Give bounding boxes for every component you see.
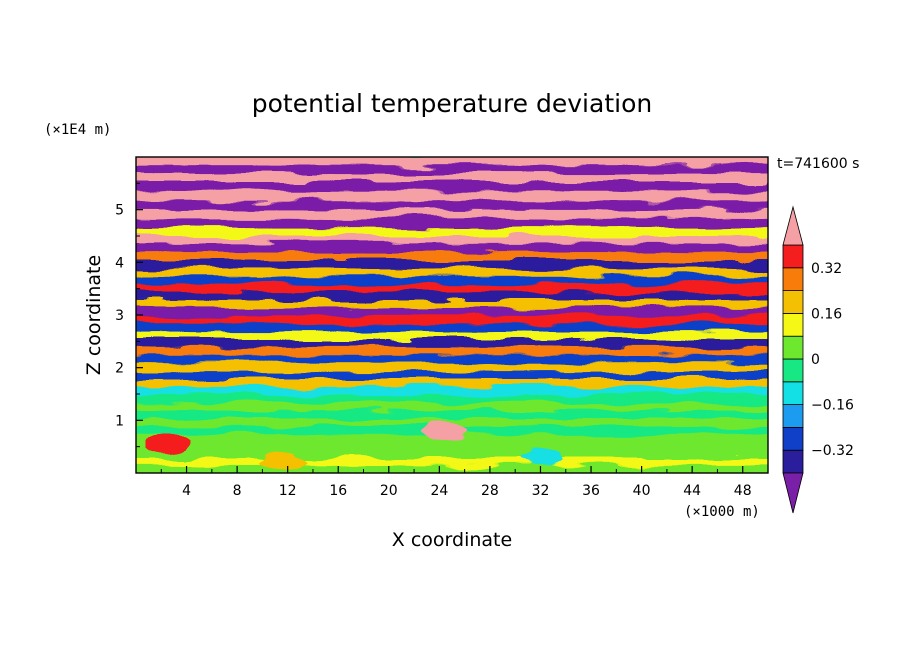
colorbar-extend-high (782, 205, 804, 246)
contour-layers (136, 157, 768, 473)
colorbar-swatch (782, 312, 804, 337)
colorbar: 0.32 0.16 0 −0.16 −0.32 (782, 205, 854, 514)
y-axis-ticks: 1 2 3 4 5 (115, 182, 143, 448)
y-axis-label: Z coordinate (83, 255, 105, 375)
x-tick-label: 24 (430, 483, 448, 499)
contour-band (136, 465, 768, 473)
plot-area (136, 157, 768, 473)
colorbar-label: 0.32 (811, 261, 842, 277)
contour-features (145, 420, 563, 473)
contour-feature (145, 434, 190, 455)
colorbar-swatch (782, 358, 804, 383)
x-axis-label: X coordinate (392, 529, 512, 551)
x-tick-label: 48 (734, 483, 752, 499)
x-tick-label: 20 (380, 483, 398, 499)
y-tick-label: 2 (115, 361, 124, 377)
colorbar-label: 0 (811, 352, 820, 368)
chart-title: potential temperature deviation (252, 89, 652, 118)
colorbar-label: −0.16 (811, 398, 854, 414)
x-tick-label: 36 (582, 483, 600, 499)
x-tick-label: 32 (532, 483, 550, 499)
x-tick-label: 4 (182, 483, 191, 499)
x-tick-label: 16 (329, 483, 347, 499)
y-tick-label: 4 (115, 255, 124, 271)
colorbar-swatch (782, 290, 804, 314)
colorbar-label: −0.32 (811, 443, 854, 459)
colorbar-swatch (782, 335, 804, 360)
time-label: t=741600 s (777, 156, 859, 172)
colorbar-swatch (782, 404, 804, 428)
x-tick-label: 44 (683, 483, 701, 499)
y-tick-label: 5 (115, 203, 124, 219)
colorbar-label: 0.16 (811, 306, 842, 322)
colorbar-swatch (782, 244, 804, 269)
colorbar-swatch (782, 267, 804, 291)
x-axis-ticks: 4 8 12 16 20 24 28 32 36 40 44 48 (160, 466, 752, 499)
x-unit-label: (×1000 m) (684, 504, 760, 520)
contour-feature (259, 452, 304, 473)
contour-feature (518, 447, 563, 468)
x-tick-label: 8 (233, 483, 242, 499)
colorbar-swatch (782, 449, 804, 474)
x-tick-label: 28 (481, 483, 499, 499)
colorbar-swatch (782, 426, 804, 451)
contour-feature (423, 420, 468, 441)
y-tick-label: 3 (115, 308, 124, 324)
x-tick-label: 40 (633, 483, 651, 499)
x-tick-label: 12 (279, 483, 297, 499)
y-tick-label: 1 (115, 413, 124, 429)
colorbar-extend-low (782, 472, 804, 514)
y-unit-label: (×1E4 m) (44, 122, 111, 138)
colorbar-swatch (782, 381, 804, 405)
